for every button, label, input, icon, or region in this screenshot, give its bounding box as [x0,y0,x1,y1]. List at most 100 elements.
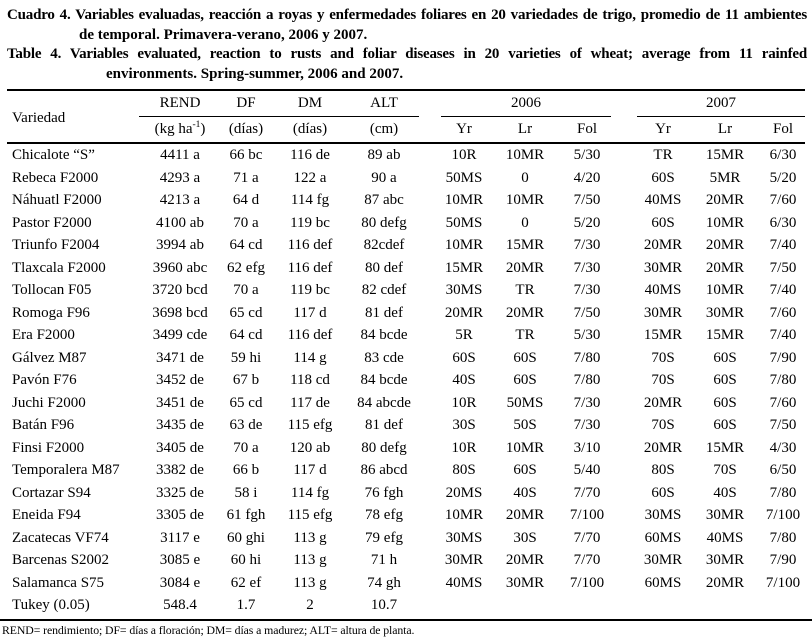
cell-rend: 3117 e [160,529,200,546]
cell-rend: 3451 de [156,394,204,411]
table-row: Pastor F2000 4100 ab 70 a 119 bc 80 defg 50MS… [7,212,805,235]
spacer-cell [419,437,441,460]
cell-yr07: 20MR [643,237,683,253]
cell-yr06: 10MR [444,192,484,208]
spacer-cell [419,414,441,437]
spacer-cell [611,189,637,212]
cell-yr07: 30MR [643,259,683,276]
cell-variety: Tlaxcala F2000 [12,259,106,276]
spacer-cell [419,90,441,117]
cell-yr07: 60MS [644,574,682,591]
cell-fol07: 6/50 [769,462,797,478]
cell-lr07: 15MR [705,147,745,163]
cell-lr06: 40S [513,484,537,501]
cell-rend: 4411 a [160,147,200,163]
cell-dm: 119 bc [290,282,330,298]
cell-fol06: 7/100 [569,574,605,591]
spacer-cell [419,527,441,550]
cell-yr07: 15MR [643,327,683,343]
cell-lr06: 20MR [505,552,545,568]
cell-df: 63 de [229,417,263,433]
cell-fol07: 7/100 [765,574,801,591]
cell-alt: 81 def [365,304,403,321]
table-row: Chicalote “S” 4411 a 66 bc 116 de 89 ab 10R 10… [7,143,805,167]
cell-fol06: 7/70 [573,529,601,546]
cell-dm: 117 d [293,304,327,321]
spacer-cell [611,459,637,482]
table-row: Salamanca S75 3084 e 62 ef 113 g 74 gh 40MS 30… [7,572,805,595]
cell-fol07: 7/40 [769,237,797,253]
cell-yr06: 20MR [444,304,484,321]
cell-lr07: 30MR [705,552,745,568]
cell-variety: Era F2000 [12,327,75,343]
spacer-cell [611,279,637,302]
cell-lr07: 20MR [705,192,745,208]
cell-lr07: 30MR [705,304,745,321]
cell-dm: 116 def [287,237,333,253]
cell-rend: 3698 bcd [152,304,208,321]
cell-fol06: 7/70 [573,484,601,501]
cell-df: 70 a [233,439,259,456]
table-row: Romoga F96 3698 bcd 65 cd 117 d 81 def 20MR 20… [7,302,805,325]
cell-fol07: 6/30 [769,214,797,231]
cell-dm: 119 bc [290,214,330,231]
cell-yr07: 70S [651,417,675,433]
table-row: Era F2000 3499 cde 64 cd 116 def 84 bcde 5R TR… [7,324,805,347]
cell-fol06: 7/30 [573,259,601,276]
cell-lr06: 15MR [505,237,545,253]
cell-variety: Salamanca S75 [12,574,105,591]
cell-lr06: 20MR [505,259,545,276]
cell-df: 62 efg [227,259,265,276]
unit-rend-post: ) [200,121,206,138]
cell-fol07: 7/80 [769,484,797,501]
cell-df: 64 cd [229,327,263,343]
spacer-cell [611,143,637,167]
cell-fol07: 5/20 [769,169,797,186]
table-row: Rebeca F2000 4293 a 71 a 122 a 90 a 50MS 0 4/20… [7,167,805,190]
cell-lr06: 0 [521,169,529,186]
cell-lr07: 60S [713,417,737,433]
spacer-cell [419,459,441,482]
cell-lr07: 60S [713,372,737,388]
cell-yr07: 60S [651,169,675,186]
cell-lr07: 15MR [705,439,745,456]
cell-df: 60 ghi [227,529,265,546]
cell-fol07: 7/90 [769,349,797,366]
header-alt: ALT [349,90,419,117]
cell-yr07: TR [653,147,673,163]
cell-rend: 3325 de [156,484,204,501]
cell-alt: 89 ab [367,147,401,163]
spacer-cell [611,414,637,437]
cell-yr06: 15MR [444,259,484,276]
cell-fol06: 3/10 [573,439,601,456]
cell-rend: 4213 a [159,192,201,208]
cell-alt: 10.7 [370,597,398,613]
cell-rend: 548.4 [163,597,197,613]
cell-dm: 114 fg [290,192,330,208]
table-row: Cortazar S94 3325 de 58 i 114 fg 76 fgh 20MS 4… [7,482,805,505]
cell-yr07: 60MS [644,529,682,546]
spacer-cell [611,504,637,527]
cell-alt: 84 abcde [357,394,411,411]
cell-lr07: 70S [713,462,737,478]
cell-yr06: 30MR [444,552,484,568]
cell-yr07: 70S [651,372,675,388]
cell-lr07: 20MR [705,574,745,591]
cell-alt: 79 efg [365,529,403,546]
cell-variety: Gálvez M87 [12,349,87,366]
spacer-cell [611,302,637,325]
cell-yr06: 50MS [445,169,483,186]
cell-lr07: 5MR [709,169,741,186]
cell-yr07: 40MS [644,282,682,298]
cell-yr07 [637,594,689,617]
spacer-cell [611,167,637,190]
spacer-cell [419,392,441,415]
cell-rend: 3085 e [159,552,201,568]
spacer-cell [611,90,637,117]
cell-variety: Batán F96 [12,417,75,433]
cell-variety: Chicalote “S” [12,147,95,163]
cell-df: 70 a [233,214,259,231]
cell-yr06: 30MS [445,529,483,546]
cell-fol06: 7/30 [573,282,601,298]
cell-rend: 3305 de [156,507,204,523]
